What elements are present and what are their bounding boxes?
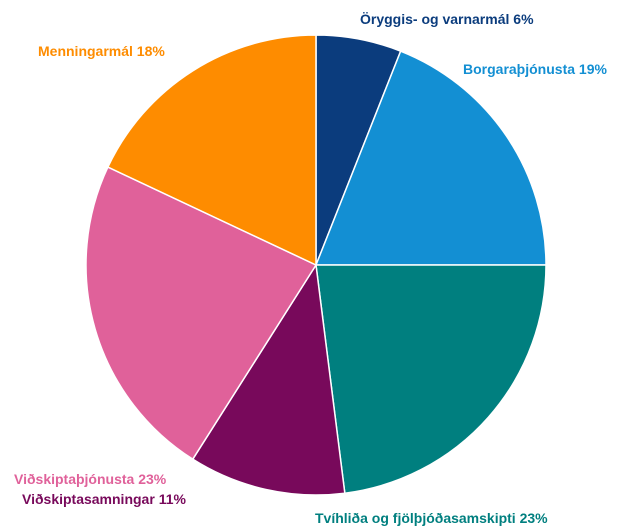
slice-label: Menningarmál 18% <box>38 43 165 59</box>
category-label: Tvíhliða og fjölþjóðasamskipti <box>315 510 516 526</box>
value-label: 19% <box>579 61 608 77</box>
category-label: Menningarmál <box>38 43 133 59</box>
value-label: 11% <box>159 491 187 507</box>
category-label: Viðskiptasamningar <box>22 491 155 507</box>
value-label: 23% <box>138 471 167 487</box>
category-label: Viðskiptaþjónusta <box>14 471 135 487</box>
value-label: 18% <box>137 43 166 59</box>
slice-label: Viðskiptaþjónusta 23% <box>14 471 167 487</box>
pie-slice <box>314 50 547 266</box>
category-label: Borgaraþjónusta <box>463 61 575 77</box>
value-label: 23% <box>520 510 549 526</box>
pie-slice <box>191 262 346 496</box>
category-label: Öryggis- og varnarmál <box>360 11 509 27</box>
value-label: 6% <box>513 11 534 27</box>
slice-label: Borgaraþjónusta 19% <box>463 61 607 77</box>
pie-slice <box>315 264 547 495</box>
slice-label: Öryggis- og varnarmál 6% <box>360 11 534 27</box>
slice-label: Tvíhliða og fjölþjóðasamskipti 23% <box>315 510 548 526</box>
slice-label: Viðskiptasamningar 11% <box>22 491 186 507</box>
pie-slice <box>85 166 318 461</box>
pie-slice <box>106 34 317 267</box>
